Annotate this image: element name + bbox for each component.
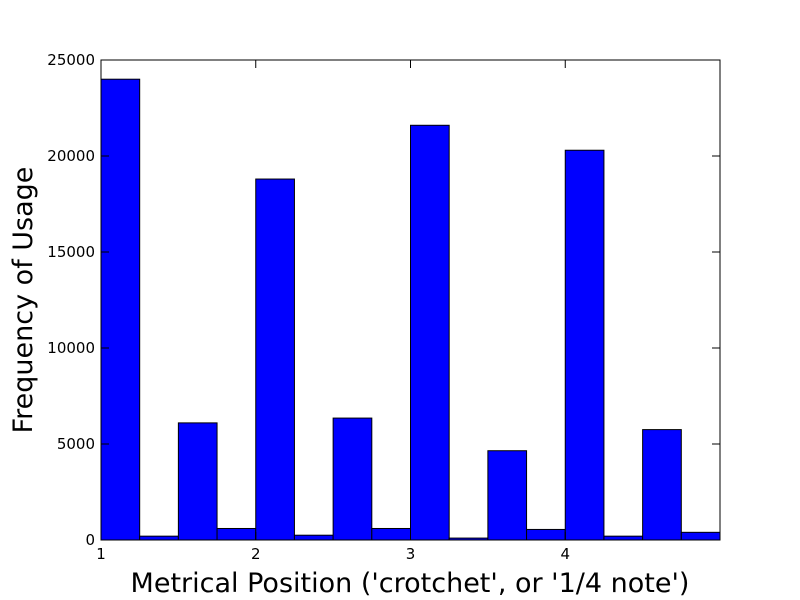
y-tick-label-3: 15000	[47, 243, 95, 261]
y-tick-label-4: 20000	[47, 147, 95, 165]
bar-5	[293, 534, 334, 541]
bar-13	[603, 535, 644, 541]
bar-14	[642, 429, 682, 541]
bar-3	[216, 527, 257, 541]
bar-12	[564, 149, 605, 541]
x-axis-label: Metrical Position ('crotchet', or '1/4 n…	[131, 568, 690, 599]
x-tick-label-3: 4	[560, 545, 570, 563]
y-tick-label-1: 5000	[57, 435, 95, 453]
bar-15	[680, 531, 721, 541]
y-axis-label: Frequency of Usage	[8, 167, 39, 434]
bars-group	[100, 78, 721, 541]
bar-10	[487, 450, 528, 541]
bar-1	[139, 535, 179, 541]
x-tick-label-1: 2	[251, 545, 261, 563]
bar-7	[371, 527, 411, 541]
plot-frame	[100, 59, 721, 541]
y-tick-label-0: 0	[85, 531, 95, 549]
bar-6	[332, 417, 373, 541]
bar-4	[255, 178, 295, 541]
bar-11	[526, 528, 566, 541]
y-tick-label-5: 25000	[47, 51, 95, 69]
bar-8	[410, 124, 450, 541]
x-tick-label-2: 3	[406, 545, 416, 563]
tick-labels-group: 1 2 3 4 0 5000 10000 15000 20000 25000	[47, 51, 570, 563]
y-tick-label-2: 10000	[47, 339, 95, 357]
bar-0	[100, 78, 141, 541]
bar-2	[177, 422, 218, 541]
x-tick-label-0: 1	[96, 545, 106, 563]
